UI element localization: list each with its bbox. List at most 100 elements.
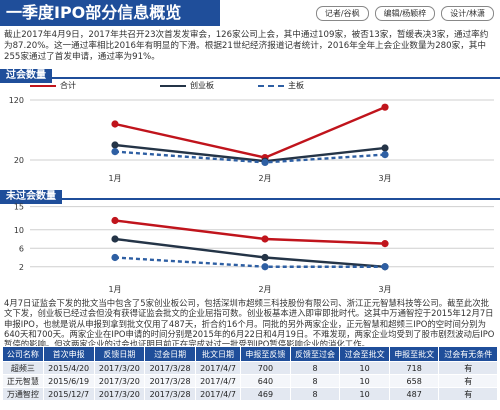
data-point-total	[111, 216, 119, 225]
table-cell: 有	[438, 387, 498, 401]
data-point-main-board	[261, 263, 269, 271]
data-point-main-board	[381, 263, 389, 271]
table-cell: 2017/4/7	[194, 387, 242, 401]
credit-editor: 编辑/杨颖梓	[374, 6, 436, 21]
body-paragraph: 4月7日证监会下发的批文当中包含了5家创业板公司，包括深圳市超频三科技股份有限公…	[4, 298, 495, 350]
table-cell: 10	[339, 374, 390, 388]
table-cell: 8	[289, 374, 341, 388]
series-line-main-board	[114, 256, 385, 268]
table-header-row: 公司名称 首次申报 反馈日期 过会日期 批文日期 申报至反馈 反馈至过会 过会至批文 申报至批文…	[2, 346, 498, 362]
y-tick-label: 15	[14, 203, 24, 212]
table-cell: 487	[388, 387, 440, 401]
legend-label-gem: 创业板	[190, 81, 214, 90]
column-header: 过会至批文	[339, 346, 390, 362]
table-cell: 2017/3/20	[93, 374, 146, 388]
data-point-main-board	[261, 158, 269, 166]
data-point-total	[381, 240, 389, 248]
table-cell: 正元智慧	[2, 374, 44, 388]
table-row: 超频三 2015/4/20 2017/3/20 2017/3/28 2017/4/7 70…	[2, 361, 498, 375]
column-header: 批文日期	[194, 346, 242, 362]
section-title-failed: 未过会数量	[0, 190, 62, 204]
table-cell: 658	[388, 374, 440, 388]
credit-reporter: 记者/谷枫	[315, 6, 369, 21]
y-tick-label: 2	[19, 263, 24, 272]
x-tick-label: 2月	[258, 285, 271, 294]
column-header: 申报至反馈	[240, 346, 291, 362]
data-point-total	[111, 120, 119, 128]
table-body: 超频三 2015/4/20 2017/3/20 2017/3/28 2017/4/7 70…	[2, 361, 498, 401]
x-tick-label: 3月	[378, 285, 391, 294]
credits: 记者/谷枫 编辑/杨颖梓 设计/林潇	[315, 6, 494, 21]
table-cell: 超频三	[2, 361, 44, 375]
chart-legend: 合计 创业板 主板	[30, 80, 304, 91]
series-line-total	[114, 219, 386, 245]
x-tick-label: 3月	[378, 174, 391, 182]
y-tick-label: 10	[14, 226, 24, 235]
legend-swatch-total	[30, 84, 56, 87]
table-cell: 有	[438, 374, 498, 388]
table-cell: 640	[240, 374, 291, 388]
column-header: 过会日期	[144, 346, 196, 362]
page-title: 一季度IPO部分信息概览	[0, 0, 220, 26]
data-point-gem	[111, 235, 119, 243]
section-title-passed: 过会数量	[0, 69, 52, 83]
data-point-gem	[261, 253, 269, 262]
data-point-main-board	[111, 148, 119, 156]
table-cell: 2017/4/7	[194, 361, 242, 375]
table-cell: 2017/3/20	[93, 361, 146, 375]
data-point-gem	[381, 144, 389, 152]
column-header: 反馈至过会	[289, 346, 341, 362]
table-cell: 469	[240, 387, 291, 401]
header: 一季度IPO部分信息概览 记者/谷枫 编辑/杨颖梓 设计/林潇	[0, 0, 500, 26]
table-cell: 718	[388, 361, 440, 375]
table-cell: 2015/6/19	[42, 374, 95, 388]
credit-designer: 设计/林潇	[441, 6, 494, 21]
table-cell: 2017/3/20	[93, 387, 146, 401]
legend-swatch-gem	[160, 84, 186, 87]
table-cell: 2015/4/20	[42, 361, 95, 375]
table-cell: 万通智控	[2, 387, 44, 401]
y-tick-label: 120	[9, 96, 24, 105]
section-head-failed: 未过会数量	[0, 184, 500, 204]
x-tick-label: 1月	[108, 174, 121, 182]
x-tick-label: 1月	[108, 285, 121, 294]
table-row: 正元智慧 2015/6/19 2017/3/20 2017/3/28 2017/4/7 6…	[2, 374, 498, 388]
table-cell: 2017/3/28	[144, 374, 196, 388]
data-point-gem	[111, 141, 119, 149]
table-cell: 10	[339, 361, 390, 375]
legend-item-main-board: 主板	[258, 80, 304, 91]
table-cell: 700	[240, 361, 291, 375]
table-cell: 2017/4/7	[194, 374, 242, 388]
legend-item-gem: 创业板	[160, 80, 214, 91]
ipo-info-table: 公司名称 首次申报 反馈日期 过会日期 批文日期 申报至反馈 反馈至过会 过会至批文 申报至批文…	[2, 346, 498, 401]
legend-item-total: 合计	[30, 80, 76, 91]
column-header: 公司名称	[2, 346, 44, 362]
table-cell: 10	[339, 387, 390, 401]
table-cell: 2017/3/28	[144, 387, 196, 401]
failed-count-chart: 2 6 10 15 1月 2月 3月	[14, 203, 494, 294]
table-cell: 2015/12/7	[42, 387, 95, 401]
table-cell: 2017/3/28	[144, 361, 196, 375]
table-cell: 8	[289, 387, 341, 401]
y-tick-label: 20	[14, 156, 24, 165]
column-header: 申报至批文	[388, 346, 440, 362]
data-point-main-board	[381, 151, 389, 159]
table-row: 万通智控 2015/12/7 2017/3/20 2017/3/28 2017/4/7 4…	[2, 387, 498, 401]
x-tick-label: 2月	[258, 174, 271, 182]
data-point-main-board	[111, 253, 119, 262]
data-point-total	[261, 235, 269, 243]
table-cell: 有	[438, 361, 498, 375]
legend-label-total: 合计	[60, 81, 76, 90]
y-tick-label: 6	[19, 244, 24, 253]
section-head-passed: 过会数量	[0, 63, 500, 83]
legend-swatch-main-board	[258, 84, 284, 87]
passed-count-chart: 20 120 1月 2月 3月	[9, 96, 494, 182]
legend-label-main-board: 主板	[288, 81, 304, 90]
column-header: 首次申报	[42, 346, 95, 362]
table-cell: 8	[289, 361, 341, 375]
data-point-total	[381, 103, 389, 111]
intro-text: 截止2017年4月9日，2017年共召开23次首发发审会，126家公司上会，其中…	[4, 30, 489, 62]
column-header: 过会有无条件	[438, 346, 498, 362]
column-header: 反馈日期	[93, 346, 146, 362]
